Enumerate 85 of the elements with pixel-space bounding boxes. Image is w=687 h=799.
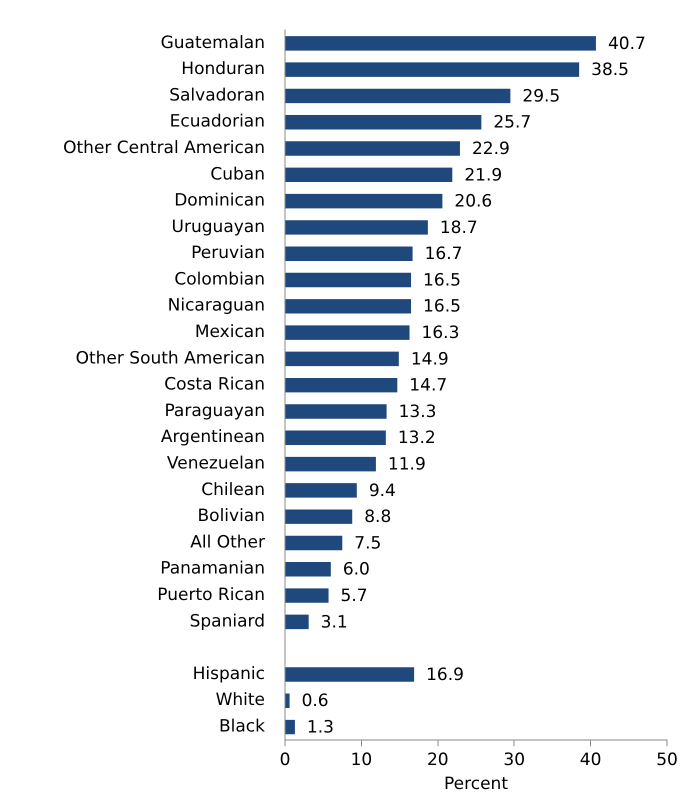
bar	[286, 456, 376, 472]
data-label: 22.9	[472, 138, 510, 159]
y-tick-label: Puerto Rican	[157, 584, 265, 605]
bar	[286, 614, 309, 630]
x-tick-label: 50	[656, 750, 678, 770]
y-tick-label: Costa Rican	[164, 374, 265, 395]
x-tick-label: 0	[280, 750, 290, 770]
data-label: 1.3	[306, 717, 334, 738]
x-axis-title: Percent	[444, 774, 508, 794]
bar	[286, 62, 580, 77]
y-tick-label: Venezuelan	[166, 454, 265, 474]
data-label: 5.7	[340, 586, 368, 606]
data-label: 6.0	[342, 560, 370, 580]
y-tick-label: Argentinean	[160, 427, 265, 448]
y-tick-label: Peruvian	[191, 243, 265, 264]
bar	[286, 299, 412, 314]
bar	[286, 352, 399, 366]
bar	[286, 588, 329, 603]
data-label: 13.3	[398, 402, 436, 422]
data-label: 8.8	[364, 507, 392, 528]
bar	[286, 272, 412, 288]
y-tick-label: Bolivian	[198, 506, 265, 526]
y-tick-label: Cuban	[210, 164, 265, 184]
bar	[286, 404, 387, 419]
bar	[286, 509, 352, 524]
bar	[286, 246, 413, 261]
data-label: 3.1	[320, 612, 348, 632]
y-tick-label: Other South American	[76, 348, 265, 368]
data-label: 14.9	[410, 349, 449, 370]
y-tick-label: Mexican	[194, 322, 265, 342]
data-label: 16.9	[426, 664, 464, 685]
y-tick-label: White	[216, 690, 265, 710]
x-tick-label: 20	[426, 750, 449, 770]
x-tick-label: 40	[580, 750, 602, 770]
data-label: 21.9	[464, 165, 502, 186]
data-label: 14.7	[409, 376, 448, 396]
y-tick-label: Hispanic	[192, 664, 265, 684]
bar	[286, 36, 596, 51]
y-tick-label: Ecuadorian	[170, 112, 265, 132]
data-label: 16.7	[424, 244, 462, 264]
y-tick-label: Other Central American	[63, 138, 265, 158]
data-label: 25.7	[493, 112, 532, 133]
y-tick-label: Salvadoran	[169, 85, 265, 106]
data-label: 16.5	[423, 270, 461, 290]
data-label: 7.5	[354, 533, 382, 554]
data-label: 0.6	[302, 691, 329, 712]
y-tick-label: Honduran	[181, 59, 265, 80]
x-tick-label: 10	[350, 750, 372, 770]
data-label: 9.4	[368, 480, 396, 501]
bar	[286, 194, 442, 208]
bar	[286, 141, 460, 156]
y-tick-label: Spaniard	[190, 611, 265, 632]
bar	[286, 536, 342, 550]
x-tick-label: 30	[503, 750, 526, 770]
bar	[286, 720, 295, 734]
data-label: 16.5	[423, 296, 461, 317]
y-tick-label: Guatemalan	[160, 32, 265, 53]
bar	[286, 325, 410, 340]
bar	[286, 88, 510, 104]
bar	[286, 667, 414, 682]
y-tick-label: Nicaraguan	[168, 296, 265, 316]
y-tick-label: All Other	[190, 532, 266, 552]
y-tick-label: Dominican	[174, 190, 265, 211]
data-label: 16.3	[422, 323, 460, 344]
bar	[286, 483, 357, 498]
data-label: 11.9	[388, 454, 426, 475]
bar	[286, 562, 331, 577]
bar	[286, 378, 398, 392]
y-tick-label: Panamanian	[160, 558, 265, 579]
y-tick-label: Black	[219, 716, 266, 736]
bar	[286, 115, 482, 130]
bar	[286, 430, 386, 446]
data-label: 40.7	[608, 34, 646, 54]
bar	[286, 220, 428, 235]
bar	[286, 168, 452, 182]
y-tick-label: Uruguayan	[172, 216, 265, 237]
data-label: 20.6	[454, 192, 492, 212]
y-tick-label: Colombian	[174, 269, 265, 290]
data-label: 13.2	[398, 428, 436, 448]
bar	[286, 694, 290, 708]
y-tick-label: Paraguayan	[164, 400, 265, 421]
y-tick-label: Chilean	[201, 480, 265, 500]
data-label: 29.5	[522, 86, 560, 106]
data-label: 38.5	[591, 60, 629, 80]
data-label: 18.7	[440, 218, 478, 238]
